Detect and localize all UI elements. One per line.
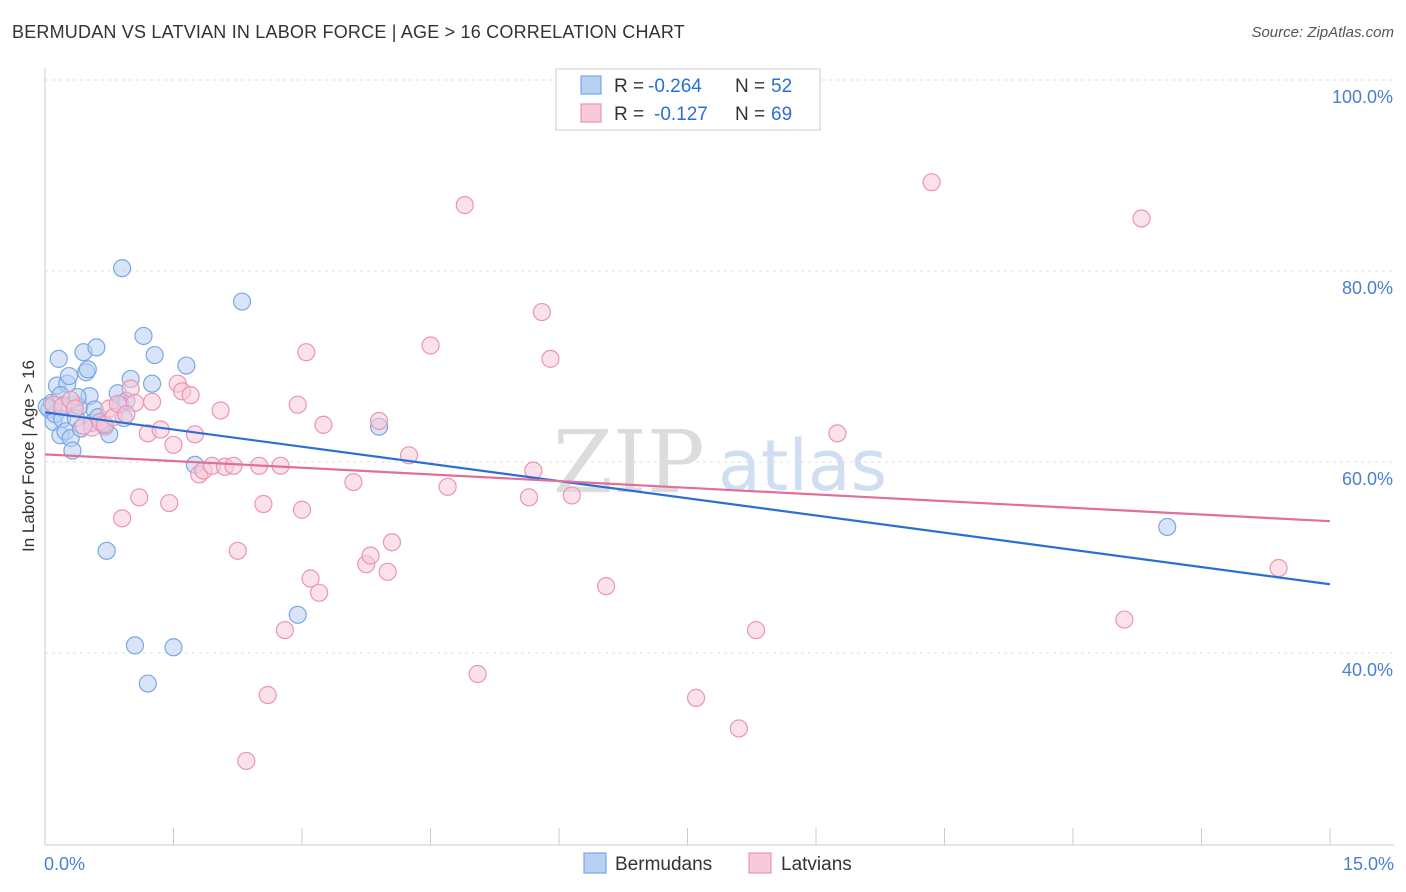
- latvian-point-50: [455, 196, 474, 215]
- bermudan-point-45: [288, 605, 307, 624]
- latvian-point-51: [468, 664, 487, 684]
- latvian-point-31: [254, 494, 273, 514]
- y-tick-label-100: 100.0%: [1332, 87, 1393, 107]
- legend-swatch-latvians: [580, 103, 602, 123]
- y-axis-tick-labels: 40.0% 60.0% 80.0% 100.0%: [1332, 87, 1393, 680]
- bottom-legend-swatch-latvians: [748, 852, 772, 874]
- latvian-point-48: [421, 336, 440, 355]
- latvian-point-34: [275, 620, 294, 640]
- bermudan-point-24: [87, 338, 106, 357]
- legend-n-value-2: 69: [771, 104, 792, 125]
- bottom-legend-label-latvians: Latvians: [781, 854, 852, 875]
- bermudan-point-42: [177, 356, 196, 375]
- gridlines: [45, 79, 1394, 654]
- bermudan-point-32: [112, 259, 132, 278]
- bermudan-point-38: [138, 674, 157, 693]
- latvian-point-61: [828, 424, 847, 443]
- latvian-point-43: [361, 546, 380, 565]
- latvian-point-52: [519, 488, 539, 507]
- latvian-point-57: [597, 577, 616, 596]
- x-axis-ticks: [44, 828, 1331, 845]
- latvian-point-38: [301, 569, 320, 588]
- x-tick-label-min: 0.0%: [44, 854, 85, 874]
- legend-r-label-2: R =: [614, 104, 644, 125]
- latvian-point-35: [288, 395, 307, 414]
- bermudan-point-47: [1158, 517, 1177, 537]
- legend-n-value-1: 52: [771, 76, 792, 97]
- latvian-point-39: [310, 583, 329, 602]
- chart-title: BERMUDAN VS LATVIAN IN LABOR FORCE | AGE…: [12, 22, 685, 42]
- latvian-point-28: [228, 541, 247, 560]
- bottom-legend-swatch-bermudans: [583, 852, 607, 874]
- latvian-point-14: [142, 392, 162, 411]
- bermudan-point-40: [145, 345, 164, 365]
- legend: R = -0.264 N = 52 R = -0.127 N = 69: [555, 68, 821, 131]
- latvian-point-58: [686, 688, 706, 707]
- latvian-point-36: [292, 500, 312, 519]
- latvian-point-37: [297, 343, 316, 362]
- y-tick-label-60: 60.0%: [1342, 469, 1393, 489]
- bermudan-trend-line: [44, 411, 1331, 586]
- legend-n-label-2: N =: [735, 104, 765, 125]
- bermudan-point-5: [49, 349, 68, 368]
- latvian-trend-line: [44, 453, 1331, 523]
- legend-r-value-2: -0.127: [654, 104, 708, 125]
- bermudan-point-11: [59, 366, 79, 386]
- latvian-point-68: [117, 405, 136, 424]
- bermudan-point-20: [78, 360, 97, 379]
- latvian-point-44: [370, 411, 389, 431]
- latvian-point-32: [258, 685, 277, 705]
- latvian-point-63: [1115, 610, 1134, 629]
- latvian-point-17: [164, 435, 183, 454]
- x-tick-label-max: 15.0%: [1343, 854, 1394, 874]
- bottom-legend-label-bermudans: Bermudans: [615, 854, 712, 875]
- latvian-point-21: [185, 425, 205, 444]
- bermudan-point-41: [164, 638, 183, 657]
- latvian-point-65: [1269, 558, 1288, 578]
- latvian-point-64: [1132, 209, 1151, 228]
- legend-swatch-bermudans: [580, 75, 602, 95]
- latvian-point-59: [729, 719, 749, 738]
- bermudan-point-36: [125, 636, 145, 655]
- bermudan-point-37: [134, 326, 153, 346]
- latvian-point-56: [562, 486, 581, 505]
- latvian-point-45: [378, 562, 397, 581]
- latvian-point-46: [382, 533, 402, 552]
- bermudan-point-28: [97, 541, 116, 560]
- bottom-legend: Bermudans Latvians: [583, 852, 852, 875]
- trend-lines: [44, 411, 1331, 586]
- latvian-point-41: [344, 472, 363, 492]
- y-tick-label-80: 80.0%: [1342, 278, 1393, 298]
- legend-r-value-1: -0.264: [648, 76, 702, 97]
- latvian-point-67: [74, 416, 93, 435]
- legend-r-label-1: R =: [614, 76, 644, 97]
- latvian-point-20: [181, 386, 200, 405]
- latvian-point-60: [746, 620, 766, 640]
- legend-n-label-1: N =: [735, 76, 765, 97]
- latvian-point-10: [112, 509, 132, 528]
- latvian-point-12: [130, 488, 149, 507]
- y-tick-label-40: 40.0%: [1342, 660, 1393, 680]
- latvian-point-27: [224, 456, 243, 475]
- latvian-point-55: [541, 349, 560, 368]
- data-points: [37, 173, 1288, 771]
- latvian-point-25: [211, 401, 230, 420]
- latvian-point-54: [532, 302, 551, 322]
- latvian-point-40: [314, 415, 333, 434]
- latvian-point-16: [160, 493, 179, 513]
- y-axis-title: In Labor Force | Age > 16: [19, 360, 38, 552]
- latvian-point-29: [237, 751, 256, 771]
- latvian-point-49: [438, 477, 457, 496]
- latvian-point-62: [922, 173, 941, 192]
- bermudan-point-39: [142, 374, 162, 393]
- bermudan-point-44: [232, 292, 252, 311]
- source-credit: Source: ZipAtlas.com: [1251, 24, 1394, 41]
